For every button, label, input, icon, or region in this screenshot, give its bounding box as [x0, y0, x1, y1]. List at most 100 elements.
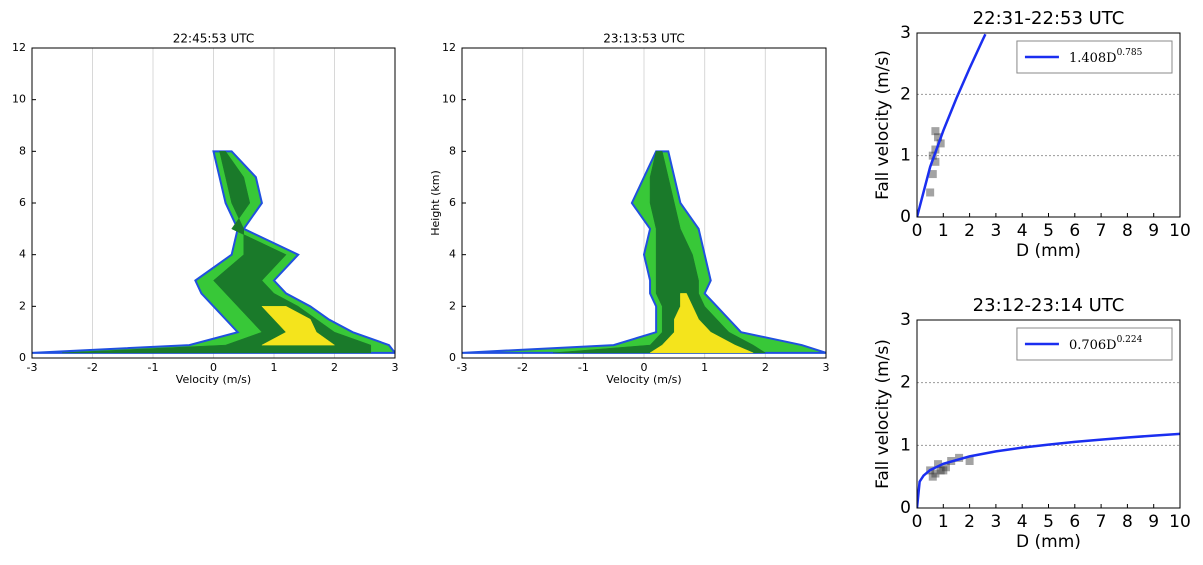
- spectrum-band: [261, 306, 336, 346]
- y-tick-label: 2: [900, 373, 911, 393]
- plot-frame: [461, 47, 827, 359]
- chart-title: 23:13:53 UTC: [603, 32, 685, 46]
- chart-title: 22:45:53 UTC: [173, 32, 255, 46]
- x-tick-label: 1: [701, 361, 708, 374]
- x-tick-label: 2: [762, 361, 769, 374]
- x-tick-label: 0: [912, 221, 923, 241]
- y-tick-label: 2: [19, 299, 26, 312]
- y-tick-label: 1: [900, 146, 911, 166]
- x-tick-label: 9: [1148, 512, 1159, 532]
- y-axis-label: Height (km): [429, 170, 442, 236]
- x-tick-label: 3: [392, 361, 399, 374]
- y-axis-label: Fall velocity (m/s): [873, 339, 893, 489]
- x-tick-label: 4: [1017, 221, 1028, 241]
- y-tick-label: 0: [19, 351, 26, 364]
- x-tick-label: -3: [27, 361, 38, 374]
- legend-name: 0.706D: [1069, 338, 1117, 353]
- marks: [917, 33, 987, 217]
- density-point: [965, 457, 974, 465]
- density-point: [928, 472, 937, 481]
- legend-exponent: 0.785: [1117, 48, 1143, 58]
- x-tick-label: -2: [517, 361, 528, 374]
- x-axis-label: Velocity (m/s): [606, 373, 681, 386]
- y-tick-label: 8: [19, 144, 26, 157]
- spectrum-band: [462, 150, 826, 354]
- x-tick-label: 7: [1096, 512, 1107, 532]
- y-tick-label: 0: [900, 207, 911, 227]
- marks: [32, 150, 395, 354]
- x-tick-label: 1: [938, 221, 949, 241]
- y-tick-label: 3: [900, 310, 911, 330]
- density-point: [939, 466, 948, 475]
- legend-name: 1.408D: [1069, 51, 1117, 66]
- x-tick-label: 5: [1043, 512, 1054, 532]
- x-tick-label: -1: [148, 361, 159, 374]
- x-tick-label: 1: [271, 361, 278, 374]
- density-point: [955, 453, 964, 462]
- spectrum-band: [552, 151, 767, 354]
- x-tick-label: 2: [964, 221, 975, 241]
- x-tick-label: 8: [1122, 221, 1133, 241]
- x-tick-label: -3: [457, 361, 468, 374]
- x-tick-label: 0: [641, 361, 648, 374]
- fit-line: [917, 432, 1180, 508]
- x-tick-label: 6: [1069, 512, 1080, 532]
- x-tick-label: 1: [938, 512, 949, 532]
- x-tick-label: 2: [331, 361, 338, 374]
- x-axis-label: Velocity (m/s): [176, 373, 251, 386]
- y-tick-label: 6: [19, 196, 26, 209]
- marks: [462, 150, 826, 354]
- y-tick-label: 10: [442, 93, 456, 106]
- x-tick-label: 3: [823, 361, 830, 374]
- x-tick-label: 2: [964, 512, 975, 532]
- y-tick-label: 8: [449, 144, 456, 157]
- x-tick-label: 0: [912, 512, 923, 532]
- legend-label: 0.706D0.224: [1069, 335, 1143, 353]
- density-point: [934, 460, 943, 469]
- x-tick-label: 3: [990, 221, 1001, 241]
- y-axis-label: Fall velocity (m/s): [873, 50, 893, 200]
- density-point: [931, 157, 940, 166]
- x-axis-label: D (mm): [1016, 532, 1081, 552]
- density-point: [936, 466, 945, 475]
- density-point: [934, 133, 943, 142]
- density-point: [936, 139, 945, 148]
- spectrum-band: [62, 151, 372, 354]
- density-point: [931, 127, 940, 136]
- y-tick-label: 10: [12, 93, 26, 106]
- density-point: [931, 469, 940, 478]
- x-tick-label: -1: [578, 361, 589, 374]
- x-tick-label: 10: [1169, 512, 1191, 532]
- y-tick-label: 3: [900, 23, 911, 43]
- x-tick-label: 9: [1148, 221, 1159, 241]
- x-tick-label: 6: [1069, 221, 1080, 241]
- y-tick-label: 6: [449, 196, 456, 209]
- x-axis-label: D (mm): [1016, 241, 1081, 261]
- x-tick-label: 0: [210, 361, 217, 374]
- density-point: [941, 463, 950, 472]
- spectrum-band: [649, 293, 754, 354]
- y-tick-label: 12: [442, 41, 456, 54]
- chart-title: 22:31-22:53 UTC: [973, 8, 1125, 29]
- legend-exponent: 0.224: [1117, 335, 1143, 345]
- y-tick-label: 4: [19, 248, 26, 261]
- spectrum-band: [32, 150, 395, 354]
- plot-frame: [31, 47, 396, 359]
- x-tick-label: 3: [990, 512, 1001, 532]
- x-tick-label: 4: [1017, 512, 1028, 532]
- density-point: [926, 188, 935, 197]
- x-tick-label: 8: [1122, 512, 1133, 532]
- plot-frame: [916, 319, 1181, 509]
- x-tick-label: 5: [1043, 221, 1054, 241]
- x-tick-label: -2: [87, 361, 98, 374]
- density-point: [928, 151, 937, 160]
- y-tick-label: 1: [900, 435, 911, 455]
- marks: [917, 432, 1180, 508]
- x-tick-label: 7: [1096, 221, 1107, 241]
- plot-frame: [916, 32, 1181, 218]
- y-tick-label: 12: [12, 41, 26, 54]
- y-tick-label: 0: [900, 498, 911, 518]
- fit-line: [917, 33, 987, 217]
- chart-title: 23:12-23:14 UTC: [973, 295, 1125, 316]
